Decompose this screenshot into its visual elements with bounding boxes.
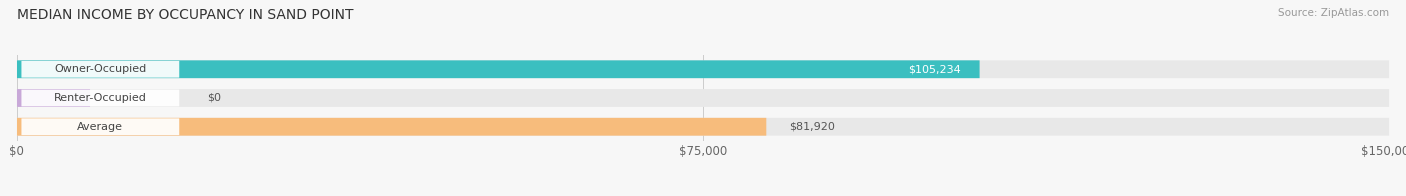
FancyBboxPatch shape <box>17 60 980 78</box>
Text: Renter-Occupied: Renter-Occupied <box>53 93 146 103</box>
FancyBboxPatch shape <box>21 61 179 78</box>
Text: MEDIAN INCOME BY OCCUPANCY IN SAND POINT: MEDIAN INCOME BY OCCUPANCY IN SAND POINT <box>17 8 353 22</box>
FancyBboxPatch shape <box>17 89 90 107</box>
FancyBboxPatch shape <box>17 118 766 136</box>
Text: Owner-Occupied: Owner-Occupied <box>55 64 146 74</box>
Text: Average: Average <box>77 122 124 132</box>
FancyBboxPatch shape <box>21 118 179 135</box>
Text: $105,234: $105,234 <box>908 64 962 74</box>
Text: $0: $0 <box>207 93 221 103</box>
FancyBboxPatch shape <box>21 90 179 106</box>
Text: Source: ZipAtlas.com: Source: ZipAtlas.com <box>1278 8 1389 18</box>
FancyBboxPatch shape <box>17 60 1389 78</box>
Text: $81,920: $81,920 <box>789 122 835 132</box>
FancyBboxPatch shape <box>17 89 1389 107</box>
FancyBboxPatch shape <box>17 118 1389 136</box>
